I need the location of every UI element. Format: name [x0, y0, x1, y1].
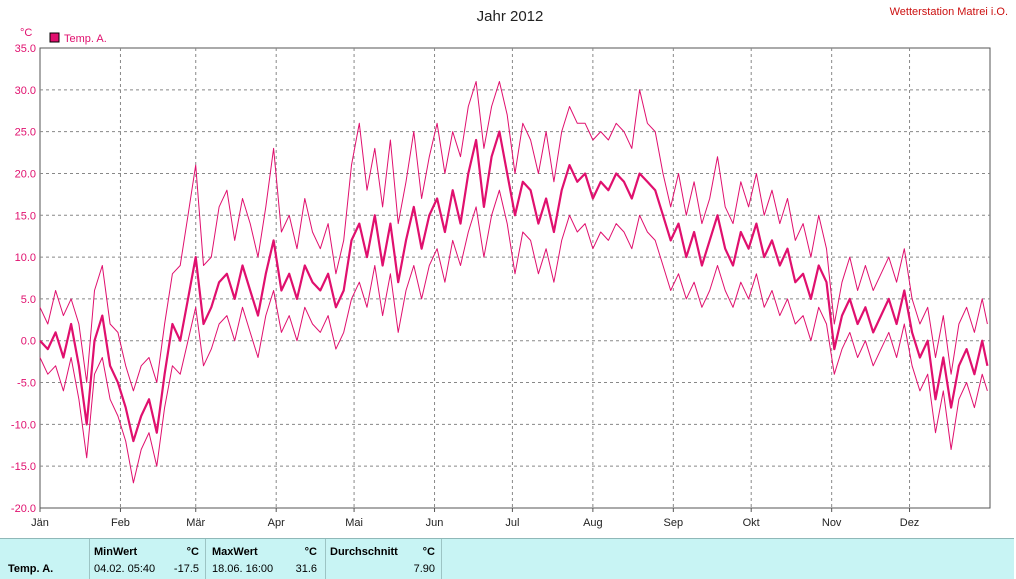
x-tick-label: Nov [822, 517, 842, 529]
y-tick-label: 0.0 [21, 336, 36, 348]
x-tick-label: Dez [900, 517, 920, 529]
series-line-mean [39, 130, 989, 443]
series-line-max [39, 81, 988, 392]
chart-title: Jahr 2012 [477, 8, 544, 25]
max-value: 31.6 [295, 563, 317, 575]
x-tick-label: Apr [268, 517, 285, 529]
x-tick-label: Mai [345, 517, 363, 529]
x-tick-label: Mär [186, 517, 205, 529]
x-tick-label: Sep [664, 517, 684, 529]
min-value: -17.5 [173, 563, 199, 575]
x-tick-label: Jun [426, 517, 444, 529]
series-lines [39, 81, 989, 484]
y-tick-label: 20.0 [15, 168, 36, 180]
station-name: Wetterstation Matrei i.O. [890, 6, 1008, 18]
statistics-panel: Temp. A. MinWert °C 04.02. 05:40 -17.5 M… [0, 538, 1014, 579]
min-unit: °C [186, 546, 199, 558]
min-time: 04.02. 05:40 [94, 563, 156, 575]
y-tick-label: 5.0 [21, 294, 36, 306]
legend: Temp. A. [49, 32, 107, 45]
y-tick-label: -20.0 [11, 503, 36, 515]
x-tick-label: Jul [505, 517, 519, 529]
x-tick-label: Okt [743, 517, 760, 529]
max-unit: °C [304, 546, 317, 558]
stats-series-cell: Temp. A. [0, 539, 90, 579]
y-tick-label: 30.0 [15, 85, 36, 97]
y-tick-label: -10.0 [11, 419, 36, 431]
avg-unit: °C [422, 546, 435, 558]
plot-area [39, 47, 991, 509]
stats-max-cell: MaxWert °C 18.06. 16:00 31.6 [206, 539, 326, 579]
min-header: MinWert [94, 546, 138, 558]
y-tick-label: -5.0 [17, 378, 36, 390]
avg-value: 7.90 [413, 563, 435, 575]
y-tick-label: 35.0 [15, 43, 36, 55]
x-tick-label: Jän [31, 517, 49, 529]
y-tick-label: 15.0 [15, 210, 36, 222]
stats-avg-cell: Durchschnitt °C 7.90 [326, 539, 442, 579]
y-tick-label: 25.0 [15, 127, 36, 139]
y-unit-label: °C [20, 27, 32, 39]
avg-header: Durchschnitt [330, 546, 398, 558]
grid [40, 48, 990, 508]
x-tick-label: Feb [111, 517, 130, 529]
stats-min-cell: MinWert °C 04.02. 05:40 -17.5 [90, 539, 206, 579]
max-time: 18.06. 16:00 [212, 563, 274, 575]
series-line-min [39, 189, 988, 484]
legend-label: Temp. A. [64, 33, 107, 45]
temperature-chart: Jahr 2012 Wetterstation Matrei i.O. °C T… [11, 6, 1008, 529]
x-axis-ticks: Jän Feb Mär Apr Mai Jun Jul Aug Sep Okt Nov Dez [31, 508, 919, 529]
max-header: MaxWert [212, 546, 258, 558]
stats-series-name: Temp. A. [8, 563, 54, 575]
x-tick-label: Aug [583, 517, 603, 529]
y-axis-ticks: 35.0 30.0 25.0 20.0 15.0 10.0 5.0 0.0 -5.0 -10.0 -… [11, 43, 36, 515]
y-tick-label: -15.0 [11, 461, 36, 473]
legend-swatch [49, 32, 60, 43]
y-tick-label: 10.0 [15, 252, 36, 264]
